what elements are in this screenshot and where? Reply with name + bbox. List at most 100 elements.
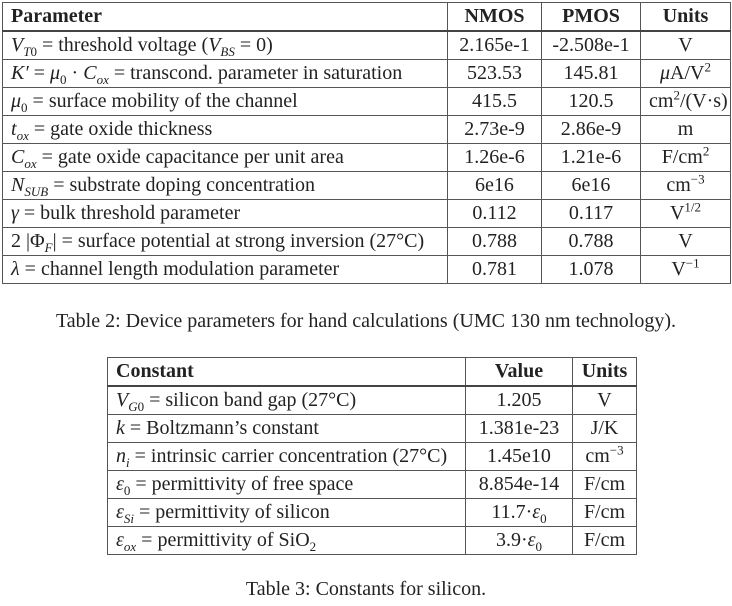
- pmos-cell: 0.788: [541, 227, 641, 256]
- units-cell: F/cm2: [640, 143, 731, 172]
- math-segment: SUB: [24, 184, 49, 199]
- value-cell: 1.381e-23: [465, 414, 573, 443]
- math-segment: 3.9·: [495, 529, 528, 551]
- math-segment: 1.45e10: [487, 445, 551, 467]
- math-segment: t: [11, 118, 17, 140]
- nmos-cell: 1.26e-6: [447, 143, 542, 172]
- math-segment: /(V·s): [679, 90, 728, 112]
- math-segment: = silicon band gap (27°C): [144, 389, 357, 411]
- math-segment: F: [44, 240, 53, 255]
- parameter-cell: λ = channel length modulation parameter: [2, 255, 448, 284]
- table-row: VG0 = silicon band gap (27°C) 1.205 V: [107, 385, 637, 415]
- math-segment: = transcond. parameter in saturation: [108, 62, 403, 84]
- pmos-cell: 6e16: [541, 171, 641, 200]
- math-segment: F/cm: [583, 529, 626, 551]
- math-segment: | = surface potential at strong inversio…: [52, 230, 425, 252]
- math-segment: = Boltzmann’s constant: [124, 417, 319, 439]
- constant-cell: εox = permittivity of SiO2: [107, 526, 466, 555]
- math-segment: 0: [21, 100, 28, 115]
- table-row: k = Boltzmann’s constant 1.381e-23 J/K: [107, 414, 637, 443]
- math-segment: ox: [123, 539, 137, 554]
- units-cell: V: [640, 227, 731, 256]
- math-segment: C: [11, 146, 25, 168]
- value-cell: 1.205: [465, 385, 573, 415]
- math-segment: 0: [60, 72, 67, 87]
- math-segment: = threshold voltage (: [36, 34, 209, 56]
- math-segment: μ: [11, 90, 22, 112]
- table-row: NSUB = substrate doping concentration 6e1…: [2, 171, 731, 200]
- math-segment: ·: [66, 62, 84, 84]
- header-parameter: Parameter: [2, 2, 448, 32]
- parameter-cell: γ = bulk threshold parameter: [2, 199, 448, 228]
- math-segment: cm: [649, 90, 674, 112]
- math-segment: m: [677, 118, 694, 140]
- units-cell: cm−3: [572, 442, 637, 471]
- silicon-constants-table: Constant Value Units VG0 = silicon band …: [107, 357, 637, 555]
- math-segment: = permittivity of free space: [130, 473, 354, 495]
- header-nmos: NMOS: [447, 2, 542, 32]
- math-segment: μ: [50, 62, 61, 84]
- units-cell: V−1: [640, 255, 731, 284]
- device-parameters-table: Parameter NMOS PMOS Units VT0 = threshol…: [2, 2, 731, 284]
- math-segment: ox: [24, 156, 37, 171]
- header-value: Value: [465, 357, 573, 387]
- math-segment: = channel length modulation parameter: [19, 258, 340, 280]
- math-segment: 2: [704, 59, 712, 75]
- math-segment: N: [11, 174, 25, 196]
- units-cell: F/cm: [572, 470, 637, 499]
- value-cell: 11.7·ε0: [465, 498, 573, 527]
- nmos-cell: 0.112: [447, 199, 542, 228]
- table-row: 2 |ΦF| = surface potential at strong inv…: [2, 227, 731, 256]
- units-cell: F/cm: [572, 526, 637, 555]
- nmos-cell: 2.165e-1: [447, 30, 542, 60]
- header-units: Units: [640, 2, 731, 32]
- math-segment: A/V: [670, 62, 705, 84]
- units-cell: V1/2: [640, 199, 731, 228]
- math-segment: = substrate doping concentration: [48, 174, 315, 196]
- value-cell: 3.9·ε0: [465, 526, 573, 555]
- math-segment: n: [116, 445, 126, 467]
- header-constant: Constant: [107, 357, 466, 387]
- math-segment: k: [116, 417, 125, 439]
- units-cell: μA/V2: [640, 59, 731, 88]
- nmos-cell: 6e16: [447, 171, 542, 200]
- math-segment: 1.205: [496, 389, 542, 411]
- math-segment: 0: [535, 539, 543, 554]
- math-segment: 2: [673, 87, 680, 103]
- math-segment: C: [83, 62, 97, 84]
- math-segment: V: [678, 230, 693, 252]
- math-segment: μ: [660, 62, 671, 84]
- math-segment: BS: [220, 44, 235, 59]
- math-segment: = permittivity of SiO: [136, 529, 310, 551]
- math-segment: F/cm: [661, 146, 703, 168]
- table-row: K′ = μ0 · Cox = transcond. parameter in …: [2, 59, 731, 88]
- math-segment: 0: [540, 511, 547, 526]
- parameter-cell: Cox = gate oxide capacitance per unit ar…: [2, 143, 448, 172]
- table-row: tox = gate oxide thickness 2.73e-9 2.86e-9…: [2, 115, 731, 144]
- math-segment: J/K: [590, 417, 619, 439]
- math-segment: V: [11, 34, 24, 56]
- constant-cell: VG0 = silicon band gap (27°C): [107, 385, 466, 415]
- nmos-cell: 0.788: [447, 227, 542, 256]
- parameter-cell: K′ = μ0 · Cox = transcond. parameter in …: [2, 59, 448, 88]
- math-segment: V: [597, 389, 612, 411]
- math-segment: ox: [16, 128, 29, 143]
- math-segment: ε: [116, 501, 124, 523]
- math-segment: = permittivity of silicon: [134, 501, 330, 523]
- math-segment: 0: [30, 44, 37, 59]
- parameter-cell: NSUB = substrate doping concentration: [2, 171, 448, 200]
- pmos-cell: 1.078: [541, 255, 641, 284]
- units-cell: cm−3: [640, 171, 731, 200]
- header-row: Constant Value Units: [107, 357, 637, 387]
- units-cell: V: [572, 385, 637, 415]
- math-segment: F/cm: [583, 473, 626, 495]
- constant-cell: εSi = permittivity of silicon: [107, 498, 466, 527]
- math-segment: cm: [666, 174, 691, 196]
- pmos-cell: 120.5: [541, 87, 641, 116]
- units-cell: V: [640, 30, 731, 60]
- math-segment: = gate oxide capacitance per unit area: [36, 146, 344, 168]
- math-segment: 1/2: [684, 199, 702, 215]
- pmos-cell: -2.508e-1: [541, 30, 641, 60]
- math-segment: −3: [609, 442, 624, 458]
- table-row: εSi = permittivity of silicon 11.7·ε0 F/cm: [107, 498, 637, 527]
